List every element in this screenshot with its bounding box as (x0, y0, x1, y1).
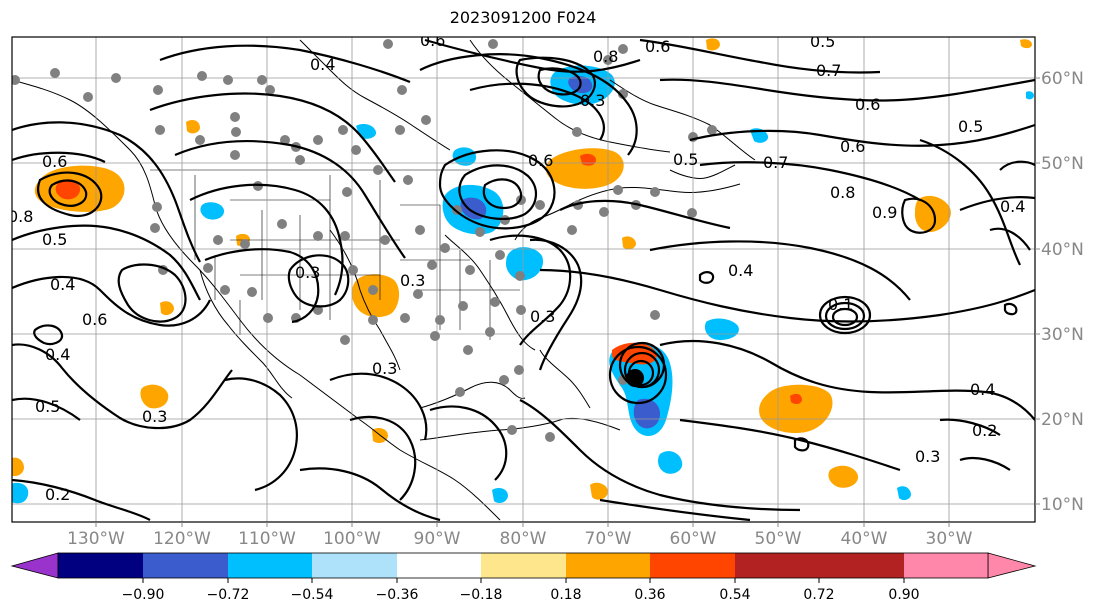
lon-label: 40°W (841, 529, 888, 549)
lat-label: 40°N (1041, 240, 1084, 260)
colorbar-tick-label: 0.36 (634, 587, 665, 603)
contour-label: 0.3 (142, 407, 167, 426)
contour-label: 0.6 (855, 95, 880, 114)
gridlines (12, 37, 1035, 522)
colorbar-tick-label: −0.72 (207, 587, 250, 603)
lon-label: 100°W (323, 529, 381, 549)
lat-label: 20°N (1041, 410, 1084, 430)
contour-label: 0.2 (45, 485, 70, 504)
lon-label: 50°W (755, 529, 802, 549)
contour-label: 0.3 (295, 263, 320, 282)
contour-label: 0.4 (970, 380, 995, 399)
contour-label: 0.4 (1000, 197, 1025, 216)
lat-label: 50°N (1041, 154, 1084, 174)
colorbar-arrow-min (10, 552, 59, 579)
contour-label: 0.4 (45, 345, 70, 364)
colorbar-tick-label: 0.54 (719, 587, 750, 603)
chart-title: 2023091200 F024 (449, 8, 597, 27)
contour-label: 0.4 (310, 55, 335, 74)
contour-label: 0.8 (830, 183, 855, 202)
contour-label: 0.6 (840, 137, 865, 156)
contour-label: 0.2 (972, 421, 997, 440)
lon-label: 60°W (670, 529, 717, 549)
contour-labels: 0.6 0.4 0.8 0.5 0.4 0.6 0.4 0.5 0.3 0.2 … (8, 31, 1025, 504)
lon-label: 80°W (500, 529, 547, 549)
colorbar: −0.90 −0.72 −0.54 −0.36 −0.18 0.18 0.36 … (10, 552, 1037, 603)
contour-label: 0.6 (528, 151, 553, 170)
colorbar-tick-label: −0.18 (460, 587, 503, 603)
positive-anomaly-labrador (545, 148, 624, 189)
contour-label: 0.3 (372, 359, 397, 378)
contour-label: 0.9 (872, 203, 897, 222)
colorbar-segment (650, 553, 735, 578)
contour-label: 0.6 (82, 310, 107, 329)
contour-label: 0.8 (8, 207, 33, 226)
colorbar-segment (904, 553, 988, 578)
colorbar-segment (228, 553, 312, 578)
longitude-axis: 130°W 120°W 110°W 100°W 90°W 80°W 70°W 6… (67, 522, 973, 549)
contour-label: 0.5 (810, 32, 835, 51)
colorbar-segment (312, 553, 397, 578)
contour-label: 0.3 (580, 91, 605, 110)
contour-label: 0.6 (420, 31, 445, 50)
lat-label: 10°N (1041, 495, 1084, 515)
contour-label: 0.3 (400, 271, 425, 290)
colorbar-segment (481, 553, 566, 578)
lon-label: 90°W (414, 529, 461, 549)
contour-label: 0.5 (42, 230, 67, 249)
colorbar-tick-label: −0.54 (291, 587, 334, 603)
colorbar-tick-label: 0.18 (550, 587, 581, 603)
contour-label: 0.6 (645, 37, 670, 56)
contour-label: 0.5 (673, 150, 698, 169)
state-borders (150, 169, 520, 340)
colorbar-segment (819, 553, 904, 578)
colorbar-segment (735, 553, 819, 578)
contour-label: 0.3 (915, 447, 940, 466)
colorbar-segment (143, 553, 228, 578)
lat-label: 30°N (1041, 325, 1084, 345)
contour-label: 0.4 (50, 275, 75, 294)
contour-label: 0.8 (593, 47, 618, 66)
colorbar-segment (397, 553, 481, 578)
map-plot-area: 0.6 0.4 0.8 0.5 0.4 0.6 0.4 0.5 0.3 0.2 … (8, 31, 1035, 522)
contour-label: 0.6 (42, 152, 67, 171)
observation-sites (12, 39, 717, 442)
lon-label: 110°W (238, 529, 296, 549)
lon-label: 130°W (67, 529, 125, 549)
colorbar-arrow-max (987, 552, 1037, 579)
colorbar-tick-label: −0.36 (376, 587, 419, 603)
contour-label: 0.1 (828, 295, 853, 314)
colorbar-tick-label: −0.90 (122, 587, 165, 603)
hurricane-center (626, 369, 644, 387)
lon-label: 30°W (926, 529, 973, 549)
lon-label: 120°W (153, 529, 211, 549)
contour-label: 0.5 (958, 117, 983, 136)
contour-label: 0.7 (763, 153, 788, 172)
contour-label: 0.3 (530, 307, 555, 326)
latitude-axis: 60°N 50°N 40°N 30°N 20°N 10°N (1035, 69, 1084, 515)
contour-label: 0.5 (35, 397, 60, 416)
lon-label: 70°W (585, 529, 632, 549)
colorbar-tick-label: 0.90 (888, 587, 919, 603)
contour-label: 0.4 (728, 261, 753, 280)
colorbar-segment (566, 553, 650, 578)
lat-label: 60°N (1041, 69, 1084, 89)
colorbar-segment (58, 553, 143, 578)
contour-lines (12, 38, 1035, 522)
contour-label: 0.7 (816, 61, 841, 80)
colorbar-tick-label: 0.72 (803, 587, 834, 603)
